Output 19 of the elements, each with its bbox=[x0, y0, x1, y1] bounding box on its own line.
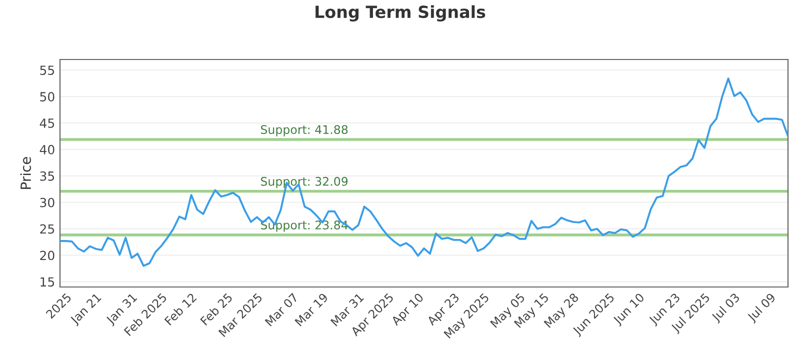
x-tick-label: Mar 19 bbox=[294, 292, 328, 327]
x-tick-label: Jul 03 bbox=[710, 292, 742, 324]
x-tick-label: Jan 21 bbox=[69, 292, 104, 326]
ref-line-label: Support: 41.88 bbox=[260, 125, 348, 136]
y-tick-label: 25 bbox=[40, 224, 54, 234]
y-tick-label: 35 bbox=[40, 171, 54, 181]
x-tick-label: Jul 09 bbox=[746, 292, 778, 324]
y-tick-label: 40 bbox=[40, 144, 54, 154]
y-tick-label: 50 bbox=[40, 92, 54, 102]
y-tick-label: 20 bbox=[40, 250, 54, 260]
x-tick-label: Jun 10 bbox=[612, 292, 646, 327]
y-axis-title: Price bbox=[20, 157, 31, 189]
y-tick-label: 55 bbox=[40, 66, 54, 76]
ref-line-label: Support: 32.09 bbox=[260, 176, 348, 188]
line-series bbox=[60, 78, 788, 267]
y-tick-label: 30 bbox=[40, 198, 54, 208]
y-tick-label: 45 bbox=[40, 118, 54, 128]
chart-title: Long Term Signals bbox=[316, 5, 486, 22]
y-tick-label: 15 bbox=[40, 277, 54, 287]
